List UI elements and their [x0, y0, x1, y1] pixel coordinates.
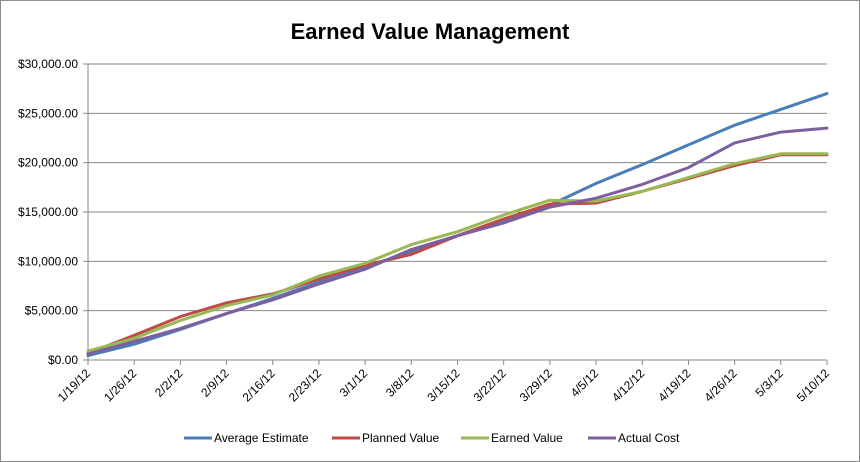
y-tick-label: $25,000.00 — [18, 106, 78, 120]
x-tick-label: 2/9/12 — [198, 366, 232, 400]
series-line-average-estimate — [86, 92, 829, 358]
x-tick-label: 4/19/12 — [655, 366, 693, 404]
legend-label-average-estimate: Average Estimate — [214, 431, 309, 445]
x-tick-label: 2/2/12 — [152, 366, 186, 400]
series-line-earned-value — [86, 152, 829, 353]
x-tick-label: 3/29/12 — [517, 366, 555, 404]
y-tick-label: $20,000.00 — [18, 156, 78, 170]
x-tick-label: 2/16/12 — [240, 366, 278, 404]
x-tick-label: 3/1/12 — [337, 366, 371, 400]
legend-label-earned-value: Earned Value — [491, 431, 563, 445]
x-tick-label: 1/19/12 — [55, 366, 93, 404]
x-tick-label: 4/12/12 — [609, 366, 647, 404]
x-tick-labels: 1/19/12 1/26/12 2/2/12 2/9/12 2/16/12 2/23/12… — [55, 366, 832, 404]
axes — [87, 64, 828, 365]
y-tick-label: $0.00 — [48, 353, 78, 367]
x-tick-label: 5/10/12 — [794, 366, 832, 404]
x-tick-label: 2/23/12 — [286, 366, 324, 404]
y-tick-label: $10,000.00 — [18, 254, 78, 268]
chart-title: Earned Value Management — [291, 19, 570, 44]
x-tick-label: 5/3/12 — [752, 366, 786, 400]
y-tick-label: $15,000.00 — [18, 205, 78, 219]
legend-label-actual-cost: Actual Cost — [618, 431, 680, 445]
x-tick-label: 4/5/12 — [568, 366, 602, 400]
legend-label-planned-value: Planned Value — [362, 431, 440, 445]
x-tick-label: 1/26/12 — [101, 366, 139, 404]
y-tick-labels: $0.00 $5,000.00 $10,000.00 $15,000.00 $20,00… — [18, 57, 78, 367]
x-tick-label: 3/22/12 — [471, 366, 509, 404]
y-tick-label: $30,000.00 — [18, 57, 78, 71]
x-tick-label: 3/15/12 — [424, 366, 462, 404]
x-tick-label: 3/8/12 — [383, 366, 417, 400]
series-lines — [86, 92, 829, 358]
legend: Average Estimate Planned Value Earned Valu… — [184, 431, 680, 445]
series-line-actual-cost — [86, 126, 829, 356]
y-tick-label: $5,000.00 — [25, 304, 79, 318]
x-tick-label: 4/26/12 — [702, 366, 740, 404]
